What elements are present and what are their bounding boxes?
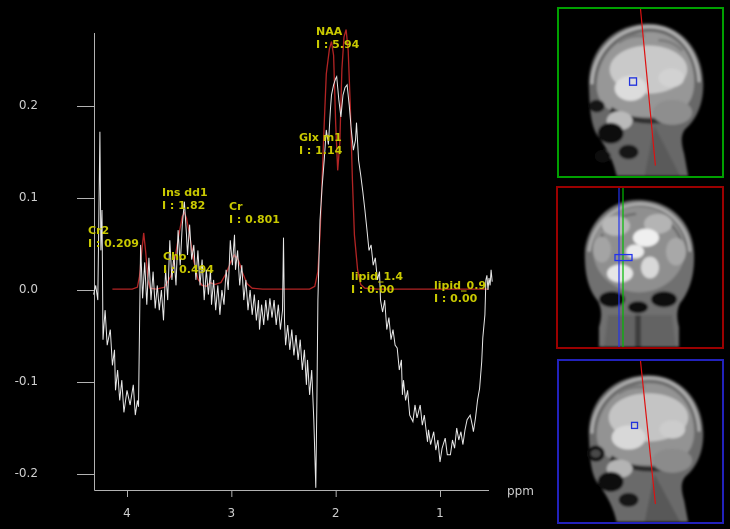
crosshair-overlay (630, 361, 657, 504)
voxel-marker (614, 253, 633, 262)
crosshair-overlay (614, 188, 633, 347)
spectrum-panel: 0.2 0.1 0.0 -0.1 -0.2 4 3 2 1 ppm Cr2 I : 0.209 I… (14, 25, 534, 520)
slice-indicator-line (639, 361, 657, 504)
localizer-viewport-column (556, 0, 730, 529)
sagittal-brain-mri (586, 361, 704, 522)
x-tick-label: 3 (227, 506, 236, 520)
raw-spectrum-curve (93, 74, 493, 488)
peak-label-ins-dd1: Ins dd1 I : 1.82 (162, 186, 208, 212)
peak-label-lipid-1-4: lipid_1.4 I : 0.00 (351, 270, 404, 296)
viewport-sagittal-bottom[interactable] (557, 359, 724, 524)
peak-label-naa: NAA I : 5.94 (316, 25, 360, 51)
peak-label-cr: Cr I : 0.801 (229, 200, 280, 226)
brain-illustration (586, 375, 704, 522)
fitted-spectrum-curve (112, 29, 488, 290)
x-tick-label: 4 (123, 506, 131, 520)
y-tick-label: 0.2 (18, 98, 38, 112)
x-tick-label: 1 (436, 506, 444, 520)
peak-label-cho: Cho I : 0.494 (163, 250, 214, 276)
y-tick-label: -0.1 (14, 374, 38, 388)
y-tick-label: -0.2 (14, 466, 38, 480)
crosshair-overlay (628, 9, 657, 166)
plot-axes (77, 33, 489, 497)
peak-label-lipid-0-9: lipid_0.9 I : 0.00 (434, 279, 487, 305)
y-tick-label: 0.1 (18, 190, 38, 204)
slice-indicator-line (639, 9, 657, 166)
x-axis-unit-label: ppm (507, 484, 534, 498)
viewport-sagittal-top[interactable] (557, 7, 724, 178)
voxel-marker (630, 421, 639, 430)
voxel-marker (628, 77, 638, 86)
brain-illustration (588, 23, 704, 176)
peak-label-glx-m1: Glx m1 I : 1.14 (299, 131, 343, 157)
peak-label-cr2: Cr2 I : 0.209 (88, 224, 139, 250)
viewport-coronal-middle[interactable] (556, 186, 724, 349)
brain-illustration (584, 199, 695, 347)
spectrum-plot (77, 29, 493, 497)
x-tick-label: 2 (331, 506, 340, 520)
sagittal-brain-mri (588, 9, 704, 176)
coronal-brain-mri (584, 188, 695, 347)
y-tick-label: 0.0 (18, 282, 38, 296)
